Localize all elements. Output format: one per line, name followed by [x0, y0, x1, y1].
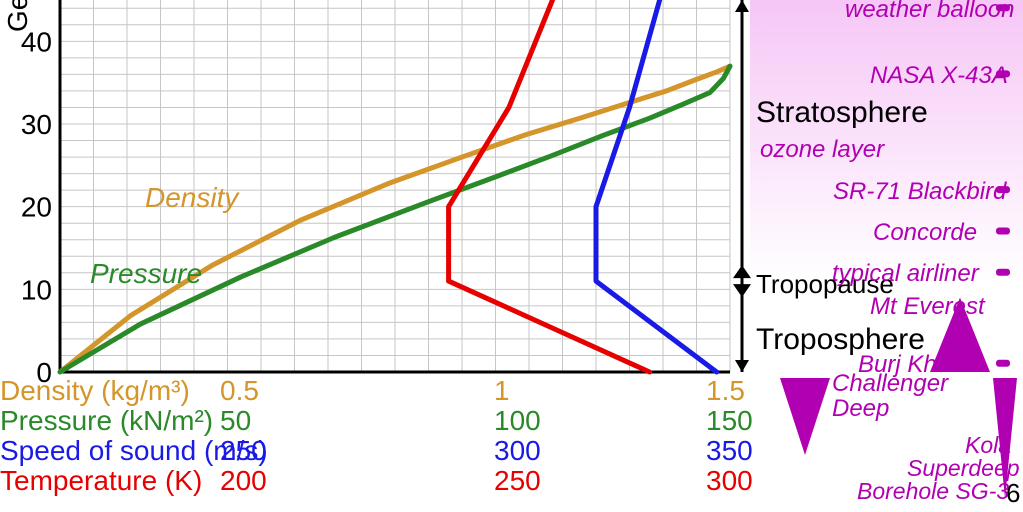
svg-text:100: 100	[494, 405, 541, 436]
annotation-label: Challenger	[832, 370, 948, 398]
svg-text:1: 1	[494, 375, 510, 406]
svg-text:Pressure (kN/m²): Pressure (kN/m²)	[0, 405, 213, 436]
svg-text:20: 20	[21, 192, 52, 223]
annotation-label: weather balloon	[845, 0, 1014, 24]
y-axis-label: Geome	[2, 0, 34, 32]
svg-text:30: 30	[21, 109, 52, 140]
annotation-label: Concorde	[873, 219, 977, 247]
annotation-label: Mt Everest	[870, 293, 985, 321]
atmosphere-chart: Geome 010203040DensityPressureDensity (k…	[0, 0, 1023, 512]
svg-text:1.5: 1.5	[706, 375, 745, 406]
svg-text:Density: Density	[145, 182, 240, 213]
svg-text:Temperature (K): Temperature (K)	[0, 465, 202, 496]
annotation-label: ozone layer	[760, 136, 884, 164]
svg-text:50: 50	[220, 405, 251, 436]
annotation-label: SR-71 Blackbird	[833, 178, 1006, 206]
svg-text:250: 250	[494, 465, 541, 496]
svg-text:250: 250	[220, 435, 267, 466]
annotation-label: Deep	[832, 395, 889, 423]
svg-text:Pressure: Pressure	[90, 258, 202, 289]
svg-text:150: 150	[706, 405, 753, 436]
svg-text:Density (kg/m³): Density (kg/m³)	[0, 375, 190, 406]
svg-text:350: 350	[706, 435, 753, 466]
svg-text:10: 10	[21, 274, 52, 305]
svg-text:300: 300	[706, 465, 753, 496]
annotation-label: typical airliner	[832, 260, 979, 288]
svg-text:300: 300	[494, 435, 541, 466]
annotation-label: Borehole SG-3	[857, 478, 1009, 505]
svg-text:0.5: 0.5	[220, 375, 259, 406]
annotation-label: Stratosphere	[756, 96, 928, 130]
annotation-label: NASA X-43A	[870, 62, 1008, 90]
svg-text:200: 200	[220, 465, 267, 496]
